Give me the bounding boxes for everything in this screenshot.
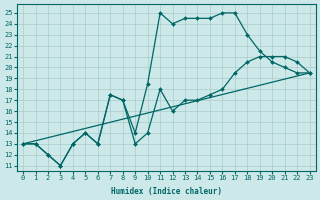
X-axis label: Humidex (Indice chaleur): Humidex (Indice chaleur) bbox=[111, 187, 222, 196]
